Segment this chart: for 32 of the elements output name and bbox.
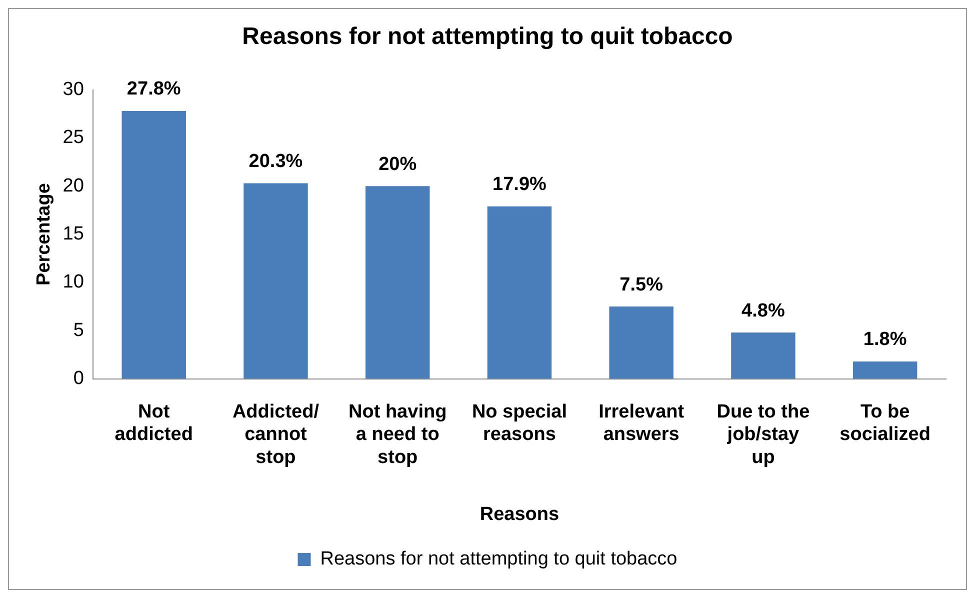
bar: [122, 110, 186, 379]
x-tick-label: No special reasons: [472, 401, 567, 446]
y-tick-label: 20: [62, 175, 84, 196]
bar: [609, 306, 674, 379]
chart-title: Reasons for not attempting to quit tobacco: [242, 23, 733, 50]
x-tick-label: To be socialized: [840, 401, 930, 446]
data-label: 1.8%: [863, 329, 907, 350]
x-tick-label: Addicted/ cannot stop: [232, 401, 320, 468]
y-tick-label: 10: [62, 272, 84, 293]
bar: [852, 361, 918, 379]
bar: [244, 183, 308, 379]
x-tick-label: Irrelevant answers: [598, 401, 685, 446]
y-tick-label: 30: [62, 79, 84, 100]
x-tick-label: Not having a need to stop: [348, 401, 447, 468]
y-tick-label: 5: [73, 320, 84, 341]
y-tick-label: 0: [73, 368, 84, 390]
data-label: 27.8%: [126, 78, 181, 100]
x-tick-label: Due to the job/stay up: [716, 401, 810, 468]
data-label: 20%: [378, 154, 417, 175]
bar: [487, 206, 552, 379]
data-label: 7.5%: [620, 274, 664, 296]
x-axis-title: Reasons: [480, 504, 560, 525]
data-label: 4.8%: [742, 300, 785, 322]
y-tick-label: 15: [62, 224, 84, 245]
legend-label: Reasons for not attempting to quit tobacco: [320, 548, 678, 570]
y-tick-label: 25: [62, 127, 84, 148]
x-tick-label: Not addicted: [114, 401, 193, 446]
bar: [365, 186, 430, 379]
bar: [731, 332, 796, 379]
data-label: 17.9%: [492, 174, 547, 196]
data-label: 20.3%: [248, 150, 303, 172]
y-axis-title: Percentage: [34, 183, 55, 286]
